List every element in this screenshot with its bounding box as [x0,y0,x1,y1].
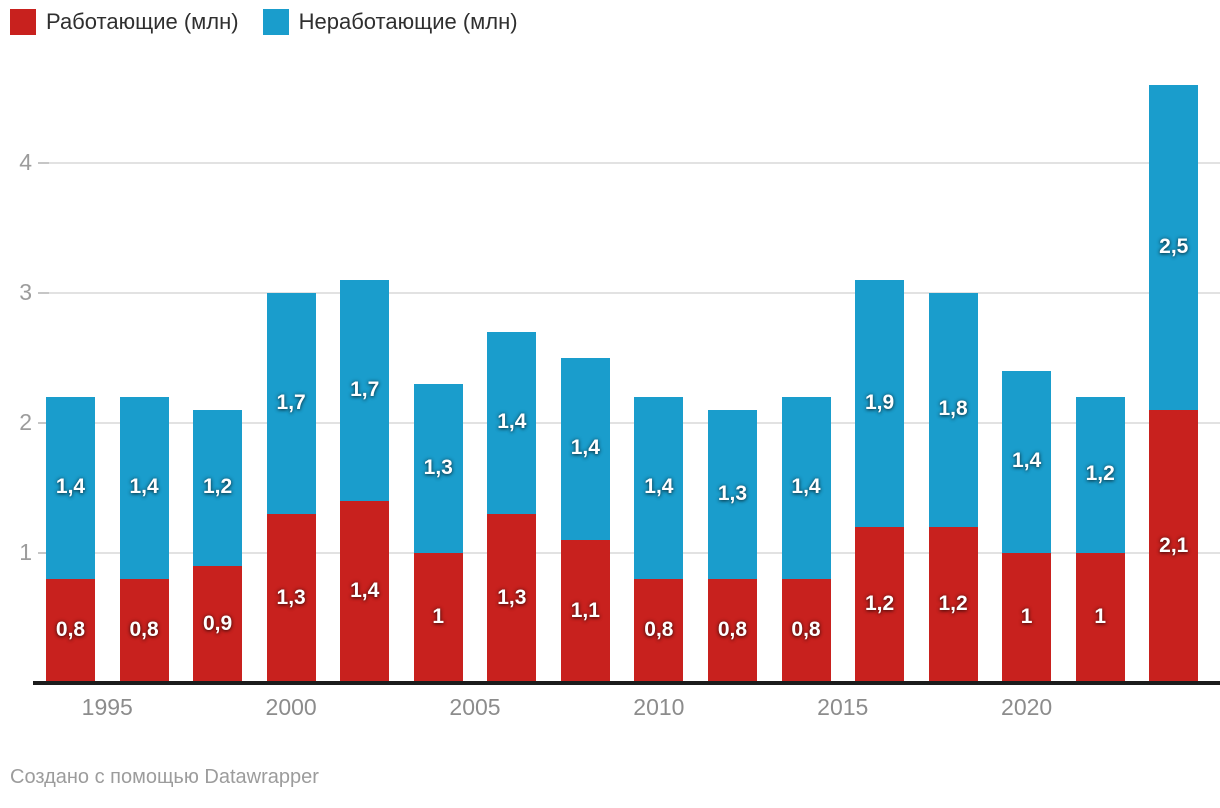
gridline-y-4 [38,162,1220,164]
bar-value-label: 1,4 [644,475,674,498]
bar-value-label: 1,4 [129,475,159,498]
bar-segment-2020-working [1002,553,1052,683]
x-axis-tick-label-2020: 2020 [1001,694,1053,720]
bar-value-label: 1,8 [938,397,968,420]
y-axis-tick-label: 4 [19,149,32,175]
bar-segment-2012-nonworking [707,410,757,579]
bar-value-label: 0,8 [644,618,674,641]
bar-value-label: 1,7 [276,390,306,414]
x-axis-line [33,681,1220,685]
bar-value-label: 0,8 [717,618,748,641]
bar-value-label: 1,3 [497,585,527,609]
legend-label-nonworking: Неработающие (млн) [298,9,518,34]
bar-segment-2006-nonworking [487,332,537,514]
bar-segment-2024-working [1149,410,1199,683]
gridline-tick [38,292,49,294]
bar-segment-1998-working [193,566,243,683]
bar-segment-2020-nonworking [1002,371,1052,553]
bar-segment-2024-nonworking [1149,85,1199,410]
bar-segment-1996-working [119,579,169,683]
bar-value-label: 1 [432,605,445,628]
bar-segment-2018-working [928,527,978,683]
bar-segment-2014-working [781,579,831,683]
bar-value-label: 1,4 [1012,449,1042,472]
bar-value-label: 1 [1020,605,1033,628]
bar-value-label: 1,4 [497,410,527,433]
y-axis-tick-label: 1 [19,539,32,565]
gridline-y-1 [38,552,1220,554]
bar-value-label: 2,5 [1159,234,1189,258]
bar-segment-2016-working [855,527,905,683]
bar-value-label: 0,9 [202,611,233,635]
y-axis-tick-label: 3 [19,279,32,305]
bar-value-label: 0,8 [55,618,86,641]
legend: Работающие (млн) Неработающие (млн) [10,9,518,35]
gridline-y-2 [38,422,1220,424]
legend-item-nonworking: Неработающие (млн) [262,9,518,35]
bar-value-label: 1,4 [55,475,86,498]
bar-value-label: 1 [1094,605,1107,628]
x-axis-tick-label-2005: 2005 [449,694,501,720]
bar-segment-2012-working [707,579,757,683]
bar-segment-2010-working [634,579,684,683]
bar-value-label: 0,8 [791,618,821,641]
bar-segment-2002-working [340,501,390,683]
bar-value-label: 1,7 [350,377,380,401]
legend-swatch-nonworking [262,9,289,35]
bar-value-label: 1,3 [276,585,306,609]
bar-segment-2002-nonworking [340,280,390,501]
x-axis-tick-label-2000: 2000 [265,694,317,720]
x-axis-tick-label-2015: 2015 [817,694,869,720]
bar-value-label: 1,3 [717,481,748,505]
bar-segment-2018-nonworking [928,293,978,527]
y-axis-tick-label: 2 [19,409,32,435]
bar-segment-2006-working [487,514,537,683]
bar-value-label: 1,4 [570,436,600,459]
bar-value-label: 1,4 [350,579,380,602]
x-axis-tick-label-2010: 2010 [633,694,685,720]
bar-segment-2010-nonworking [634,397,684,579]
bar-segment-1996-nonworking [119,397,169,579]
bar-segment-2008-working [560,540,610,683]
bar-value-label: 1,2 [202,475,233,498]
bar-value-label: 1,2 [864,592,895,615]
bar-segment-2004-working [413,553,463,683]
bar-segment-2022-working [1075,553,1125,683]
bar-value-label: 1,9 [864,390,895,414]
legend-swatch-working [10,9,36,35]
x-axis-tick-label-1995: 1995 [81,694,133,720]
bar-segment-1994-working [46,579,95,683]
gridline-tick [38,162,49,164]
legend-item-working: Работающие (млн) [10,9,239,35]
gridline-tick [38,552,49,554]
bar-value-label: 1,4 [791,475,821,498]
bar-segment-2000-nonworking [266,293,316,514]
bar-segment-2014-nonworking [781,397,831,579]
bar-segment-2004-nonworking [413,384,463,553]
bar-segment-1998-nonworking [193,410,243,566]
gridline-y-3 [38,292,1220,294]
bar-value-label: 1,1 [570,598,600,622]
bar-segment-2022-nonworking [1075,397,1125,553]
bar-value-label: 0,8 [129,618,159,641]
bar-value-label: 1,3 [423,455,453,479]
gridline-tick [38,422,49,424]
legend-label-working: Работающие (млн) [46,9,239,34]
bar-segment-2000-working [266,514,316,683]
bar-segment-1994-nonworking [46,397,95,579]
bar-value-label: 2,1 [1159,533,1189,557]
datawrapper-credit: Создано с помощью Datawrapper [10,766,319,788]
bar-value-label: 1,2 [938,592,968,615]
bar-segment-2008-nonworking [560,358,610,540]
bar-segment-2016-nonworking [855,280,905,527]
bar-value-label: 1,2 [1085,462,1115,485]
